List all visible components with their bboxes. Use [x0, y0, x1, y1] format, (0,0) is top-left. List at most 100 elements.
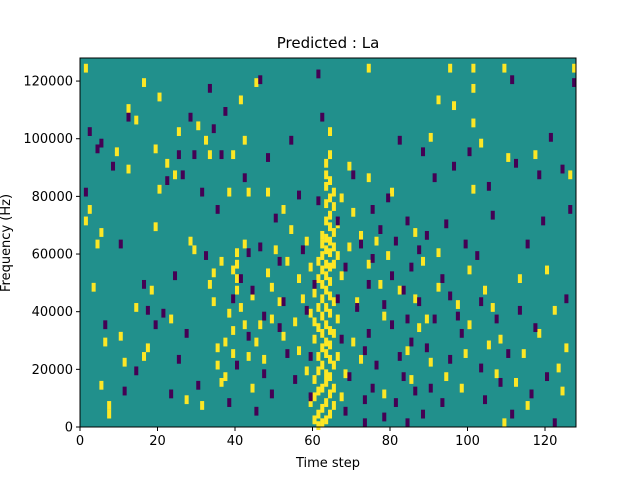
heatmap-cell-negative	[390, 271, 395, 281]
heatmap-cell-positive	[242, 135, 247, 145]
heatmap-cell-positive	[463, 349, 468, 358]
heatmap-cell-positive	[413, 228, 418, 237]
heatmap-cell-positive	[324, 369, 329, 379]
heatmap-cell-negative	[142, 279, 147, 289]
heatmap-cell-positive	[320, 265, 325, 275]
heatmap-cell-negative	[188, 112, 193, 122]
heatmap-cell-negative	[87, 127, 92, 136]
chart-title: Predicted : La	[277, 34, 380, 52]
heatmap-cell-negative	[401, 285, 406, 295]
heatmap-cell-positive	[316, 323, 321, 333]
heatmap-cell-negative	[184, 328, 189, 338]
x-tick-label: 120	[533, 434, 558, 449]
heatmap-cell-negative	[459, 328, 464, 338]
heatmap-cell-negative	[126, 112, 131, 122]
heatmap-cell-negative	[180, 170, 185, 180]
heatmap-cell-positive	[207, 279, 212, 289]
heatmap-cell-positive	[471, 63, 476, 73]
heatmap-cell-positive	[312, 415, 317, 425]
heatmap-cell-positive	[320, 279, 325, 289]
heatmap-cell-positive	[328, 291, 333, 301]
heatmap-cell-negative	[564, 294, 569, 304]
heatmap-cell-negative	[219, 150, 224, 160]
heatmap-cell-positive	[545, 265, 550, 275]
heatmap-cell-positive	[324, 245, 329, 255]
heatmap-cell-positive	[552, 305, 557, 315]
heatmap-cell-positive	[324, 233, 329, 243]
heatmap-cell-positive	[312, 317, 317, 327]
heatmap-cell-positive	[467, 320, 472, 330]
heatmap-cell-positive	[215, 343, 220, 353]
heatmap-cell-positive	[324, 415, 329, 425]
heatmap-cell-negative	[173, 271, 178, 281]
heatmap-cell-positive	[134, 303, 139, 312]
heatmap-cell-negative	[541, 216, 546, 226]
heatmap-cell-negative	[227, 398, 232, 407]
heatmap-cell-positive	[568, 170, 573, 180]
heatmap-cell-positive	[324, 259, 329, 269]
heatmap-cell-negative	[428, 383, 433, 393]
heatmap-cell-positive	[258, 320, 263, 330]
heatmap-cell-positive	[235, 248, 240, 258]
heatmap-cell-positive	[533, 150, 538, 160]
heatmap-cell-positive	[219, 377, 224, 387]
heatmap-cell-positive	[254, 337, 259, 347]
heatmap-cell-positive	[514, 377, 519, 387]
heatmap-cell-positive	[320, 239, 325, 249]
heatmap-cell-negative	[506, 349, 511, 358]
heatmap-cell-negative	[362, 346, 367, 356]
heatmap-cell-positive	[436, 282, 441, 292]
heatmap-cell-negative	[238, 274, 243, 284]
heatmap-cell-negative	[153, 320, 158, 330]
heatmap-cell-positive	[331, 328, 336, 338]
heatmap-cell-negative	[200, 187, 205, 197]
heatmap-cell-positive	[273, 245, 278, 255]
heatmap-cell-negative	[211, 124, 216, 134]
heatmap-cell-positive	[308, 308, 313, 318]
heatmap-cell-positive	[320, 251, 325, 260]
heatmap-cell-positive	[397, 285, 402, 295]
heatmap-cell-positive	[537, 328, 542, 338]
heatmap-cell-positive	[227, 308, 232, 318]
heatmap-cell-positive	[328, 236, 333, 246]
heatmap-cell-positive	[184, 395, 189, 405]
y-tick-label: 20000	[32, 363, 73, 378]
heatmap-cell-negative	[83, 187, 88, 197]
heatmap-cell-positive	[452, 101, 457, 111]
heatmap-cell-positive	[351, 337, 356, 347]
heatmap-cell-negative	[242, 173, 247, 183]
heatmap-cell-negative	[161, 308, 166, 318]
heatmap-cell-negative	[269, 389, 274, 399]
heatmap-cell-negative	[300, 245, 305, 255]
heatmap-cell-negative	[417, 245, 422, 255]
heatmap-cell-negative	[254, 406, 259, 416]
heatmap-cell-negative	[335, 294, 340, 304]
heatmap-cell-positive	[331, 187, 336, 197]
heatmap-cell-positive	[312, 375, 317, 384]
heatmap-cell-negative	[207, 83, 212, 93]
heatmap-cell-negative	[463, 239, 468, 249]
heatmap-cell-positive	[572, 63, 577, 73]
heatmap-cell-positive	[436, 95, 441, 105]
heatmap-cell-positive	[83, 216, 88, 226]
heatmap-cell-positive	[169, 314, 174, 324]
heatmap-cell-positive	[502, 418, 507, 428]
heatmap-cell-negative	[525, 239, 530, 249]
heatmap-cell-negative	[215, 205, 220, 214]
heatmap-cell-positive	[99, 228, 104, 237]
heatmap-cell-positive	[304, 236, 309, 246]
heatmap-cell-positive	[126, 164, 131, 174]
plot-area	[79, 57, 577, 431]
heatmap-cell-positive	[328, 248, 333, 258]
heatmap-cell-positive	[176, 127, 181, 136]
heatmap-cell-positive	[328, 277, 333, 286]
heatmap-cell-positive	[366, 259, 371, 269]
heatmap-cell-positive	[351, 207, 356, 217]
heatmap-cell-positive	[374, 236, 379, 246]
heatmap-cell-positive	[498, 334, 503, 344]
y-tick-label: 40000	[32, 305, 73, 320]
heatmap-cell-positive	[316, 256, 321, 266]
heatmap-cell-positive	[91, 282, 96, 292]
heatmap-cell-negative	[343, 406, 348, 416]
heatmap-cell-negative	[510, 409, 515, 419]
